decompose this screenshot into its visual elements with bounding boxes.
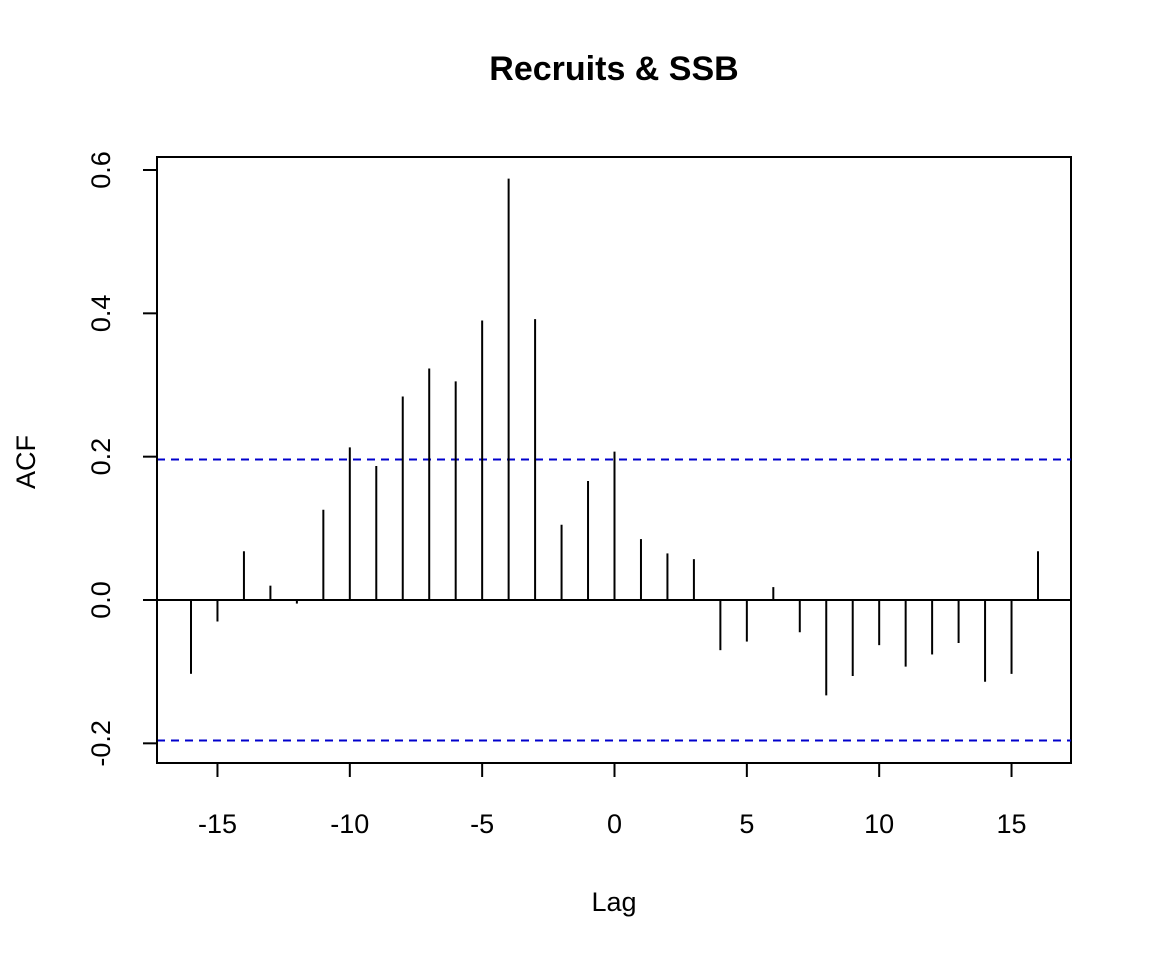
x-tick-label: -15: [198, 809, 237, 839]
y-tick-label: 0.6: [86, 151, 116, 189]
y-tick-label: 0.2: [86, 438, 116, 476]
x-tick-label: -10: [330, 809, 369, 839]
plot-area: [156, 156, 1072, 764]
chart-title: Recruits & SSB: [489, 50, 738, 88]
x-tick-label: 15: [997, 809, 1027, 839]
x-tick-label: 0: [607, 809, 622, 839]
x-tick-label: 5: [739, 809, 754, 839]
y-axis-label: ACF: [11, 435, 41, 489]
x-tick-label: -5: [470, 809, 494, 839]
y-tick-label: 0.0: [86, 581, 116, 619]
x-axis-label: Lag: [591, 887, 636, 917]
x-tick-label: 10: [864, 809, 894, 839]
x-axis: -15 -10 -5 0 5 10 15: [198, 762, 1027, 839]
y-tick-label: 0.4: [86, 295, 116, 333]
y-axis: -0.2 0.0 0.2 0.4 0.6: [86, 151, 158, 767]
y-tick-label: -0.2: [86, 720, 116, 767]
